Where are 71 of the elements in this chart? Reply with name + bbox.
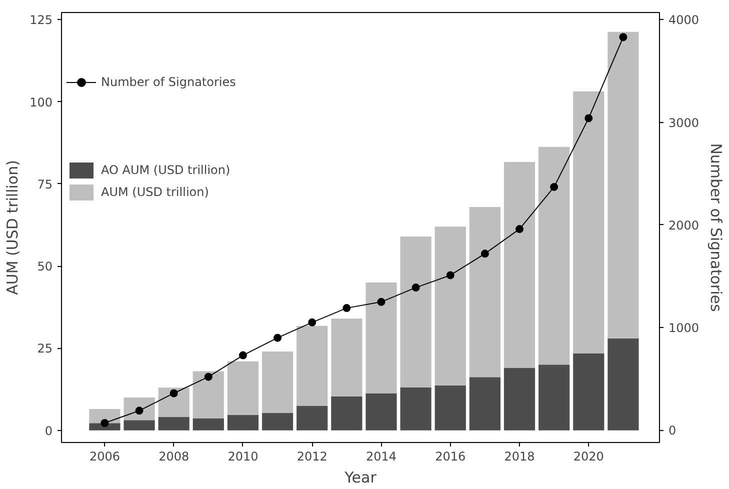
legend-label: AO AUM (USD trillion): [101, 163, 230, 177]
bar: [366, 394, 397, 430]
x-tick-label: 2018: [504, 450, 535, 464]
x-tick-label: 2014: [366, 450, 397, 464]
bar: [538, 364, 570, 430]
bar: [296, 326, 328, 406]
y-axis-title: AUM (USD trillion): [4, 160, 22, 295]
y2-tick-label: 0: [668, 424, 676, 438]
point: [550, 182, 558, 191]
y2-tick-label: 2000: [668, 218, 700, 232]
bar: [469, 377, 500, 430]
y-tick-label: 100: [30, 95, 52, 110]
bar: [469, 206, 500, 378]
bar: [504, 368, 536, 430]
bar: [434, 226, 466, 386]
bar: [296, 406, 328, 430]
legend-label: Number of Signatories: [101, 75, 236, 89]
bar: [227, 414, 259, 430]
y-tick-label: 25: [37, 342, 53, 356]
bar: [400, 387, 432, 430]
x-tick-label: 2020: [573, 450, 604, 464]
y-tick-label: 125: [30, 13, 52, 28]
bar: [89, 408, 120, 424]
x-tick-label: 2006: [89, 450, 120, 464]
point: [516, 225, 524, 234]
bar: [608, 338, 639, 430]
point: [480, 250, 489, 258]
bar: [124, 397, 155, 420]
bar: [262, 412, 294, 430]
point: [342, 304, 351, 312]
point: [584, 114, 593, 122]
x-tick-label: 2016: [435, 450, 466, 464]
point: [446, 271, 454, 280]
y2-axis-title: Number of Signatories: [707, 143, 726, 312]
bar: [158, 416, 190, 430]
bar: [158, 388, 190, 417]
y-tick-label: 50: [37, 260, 53, 274]
x-tick-label: 2008: [158, 450, 190, 464]
x-tick-label: 2012: [296, 450, 328, 464]
bar: [331, 318, 362, 397]
bar: [400, 236, 432, 388]
bar: [573, 353, 604, 430]
point: [274, 334, 282, 342]
point: [308, 318, 316, 326]
y2-tick-label: 3000: [668, 116, 700, 130]
point: [238, 351, 247, 360]
y2-tick-label: 4000: [668, 13, 700, 28]
bar: [192, 371, 224, 418]
legend-label: AUM (USD trillion): [101, 185, 209, 199]
bar: [366, 282, 397, 394]
bar: [227, 361, 259, 415]
bar: [331, 396, 362, 430]
y-tick-label: 75: [37, 177, 53, 192]
point: [170, 389, 178, 398]
bar: [434, 385, 466, 430]
bar: [573, 91, 604, 354]
bar: [608, 32, 639, 338]
point: [619, 33, 628, 42]
point: [100, 419, 109, 427]
point: [412, 284, 420, 292]
bar: [538, 146, 570, 365]
point: [204, 372, 212, 381]
bar: [192, 418, 224, 430]
y2-tick-label: 1000: [668, 321, 700, 336]
x-axis-title: Year: [344, 468, 378, 486]
y-tick-label: 0: [44, 424, 53, 438]
x-tick-label: 2010: [228, 450, 258, 464]
bar: [262, 352, 294, 413]
point: [377, 298, 386, 306]
bar: [124, 420, 155, 430]
bar: [504, 162, 536, 368]
